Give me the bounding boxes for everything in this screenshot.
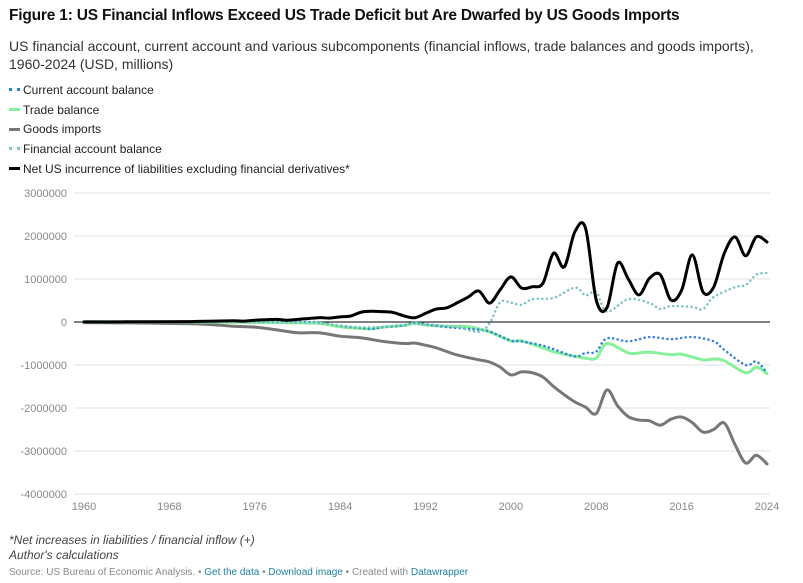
note-author: Author's calculations <box>9 547 119 562</box>
legend-item: Net US incurrence of liabilities excludi… <box>9 159 350 179</box>
chart-notes: *Net increases in liabilities / financia… <box>9 533 255 562</box>
x-tick-label: 2024 <box>755 501 779 513</box>
y-tick-label: -2000000 <box>21 403 68 415</box>
legend-label: Current account balance <box>23 82 154 97</box>
legend-swatch-icon <box>9 127 20 131</box>
download-image-link[interactable]: Download image <box>268 567 343 578</box>
legend-swatch-icon <box>9 108 20 112</box>
x-tick-label: 1992 <box>413 501 437 513</box>
y-tick-label: 1000000 <box>24 274 67 286</box>
legend-item: Current account balance <box>9 80 350 100</box>
series-line-net-us-incurrence-of-liabilities-excluding-financial-derivatives <box>82 221 769 324</box>
legend-swatch-icon <box>9 167 20 171</box>
datawrapper-link[interactable]: Datawrapper <box>410 567 469 578</box>
x-tick-label: 1976 <box>243 501 267 513</box>
legend-label: Financial account balance <box>23 141 162 156</box>
legend-swatch-icon <box>9 147 20 151</box>
legend-label: Net US incurrence of liabilities excludi… <box>23 161 350 176</box>
source-text: Source: US Bureau of Economic Analysis. <box>9 567 196 578</box>
legend-swatch-icon <box>9 88 20 92</box>
y-tick-label: -3000000 <box>21 446 68 458</box>
x-tick-label: 2016 <box>669 501 693 513</box>
separator: • <box>195 567 205 578</box>
x-tick-label: 2000 <box>499 501 523 513</box>
chart-title: Figure 1: US Financial Inflows Exceed US… <box>9 7 680 24</box>
y-tick-label: -1000000 <box>21 360 68 372</box>
source-line: Source: US Bureau of Economic Analysis. … <box>9 567 468 578</box>
separator: • <box>259 567 269 578</box>
x-tick-label: 1968 <box>157 501 181 513</box>
separator: • <box>342 567 352 578</box>
x-tick-label: 1984 <box>328 501 352 513</box>
y-tick-label: -4000000 <box>21 489 68 501</box>
legend-item: Trade balance <box>9 100 350 120</box>
x-tick-label: 2008 <box>584 501 608 513</box>
legend-item: Financial account balance <box>9 139 350 159</box>
note-footnote: *Net increases in liabilities / financia… <box>9 533 255 547</box>
series-line-trade-balance <box>82 320 769 376</box>
x-tick-label: 1960 <box>72 501 96 513</box>
get-data-link[interactable]: Get the data <box>204 567 260 578</box>
legend-label: Goods imports <box>23 122 102 137</box>
created-with-text: Created with <box>351 567 409 578</box>
series-line-financial-account-balance <box>82 271 769 334</box>
series-line-current-account-balance <box>82 320 769 374</box>
y-tick-label: 0 <box>61 317 67 329</box>
chart-subtitle: US financial account, current account an… <box>9 38 754 72</box>
legend-label: Trade balance <box>23 102 100 117</box>
legend-item: Goods imports <box>9 119 350 139</box>
series-line-goods-imports <box>82 321 769 466</box>
y-tick-label: 3000000 <box>24 188 67 200</box>
y-tick-label: 2000000 <box>24 231 67 243</box>
legend: Current account balance Trade balance Good… <box>9 80 350 178</box>
